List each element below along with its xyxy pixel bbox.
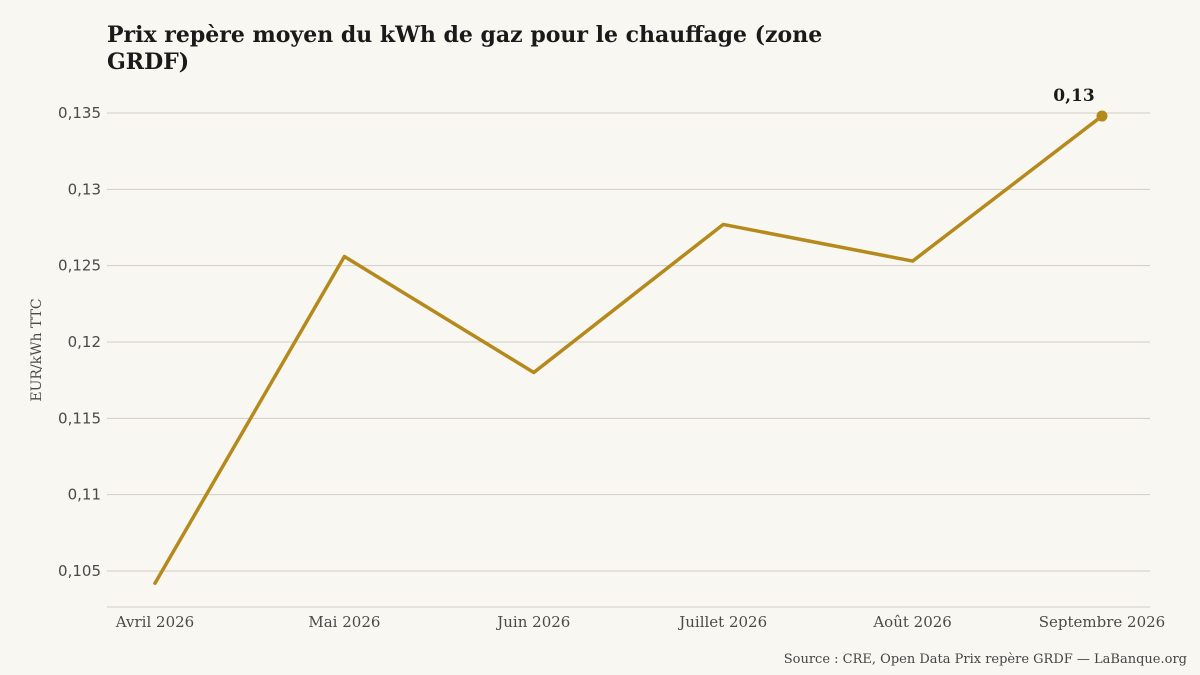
last-point-marker [1096,110,1108,122]
x-tick-label: Septembre 2026 [1039,613,1165,631]
x-tick-label: Juillet 2026 [677,613,767,631]
last-point-label: 0,13 [1053,86,1094,106]
y-axis-ticks: 0,105 0,11 0,115 0,12 0,125 0,13 0,135 [58,104,101,580]
series-line [153,114,1104,585]
y-tick-label: 0,135 [58,104,101,122]
y-axis-label: EUR/kWh TTC [29,298,45,401]
y-tick-label: 0,115 [58,409,101,427]
x-tick-label: Juin 2026 [495,613,570,631]
x-tick-label: Mai 2026 [308,613,380,631]
y-tick-label: 0,13 [68,180,101,198]
y-tick-label: 0,105 [58,562,101,580]
series: 0,13 [153,86,1108,585]
x-tick-label: Avril 2026 [115,613,194,631]
y-tick-label: 0,12 [68,333,101,351]
y-tick-label: 0,125 [58,257,101,275]
chart-title: Prix repère moyen du kWh de gaz pour le … [107,22,823,75]
y-tick-label: 0,11 [68,486,101,504]
source-note: Source : CRE, Open Data Prix repère GRDF… [783,652,1187,667]
x-axis-ticks: Avril 2026 Mai 2026 Juin 2026 Juillet 2026 A… [115,613,1165,631]
x-tick-label: Août 2026 [872,613,952,631]
gridlines [107,112,1150,572]
